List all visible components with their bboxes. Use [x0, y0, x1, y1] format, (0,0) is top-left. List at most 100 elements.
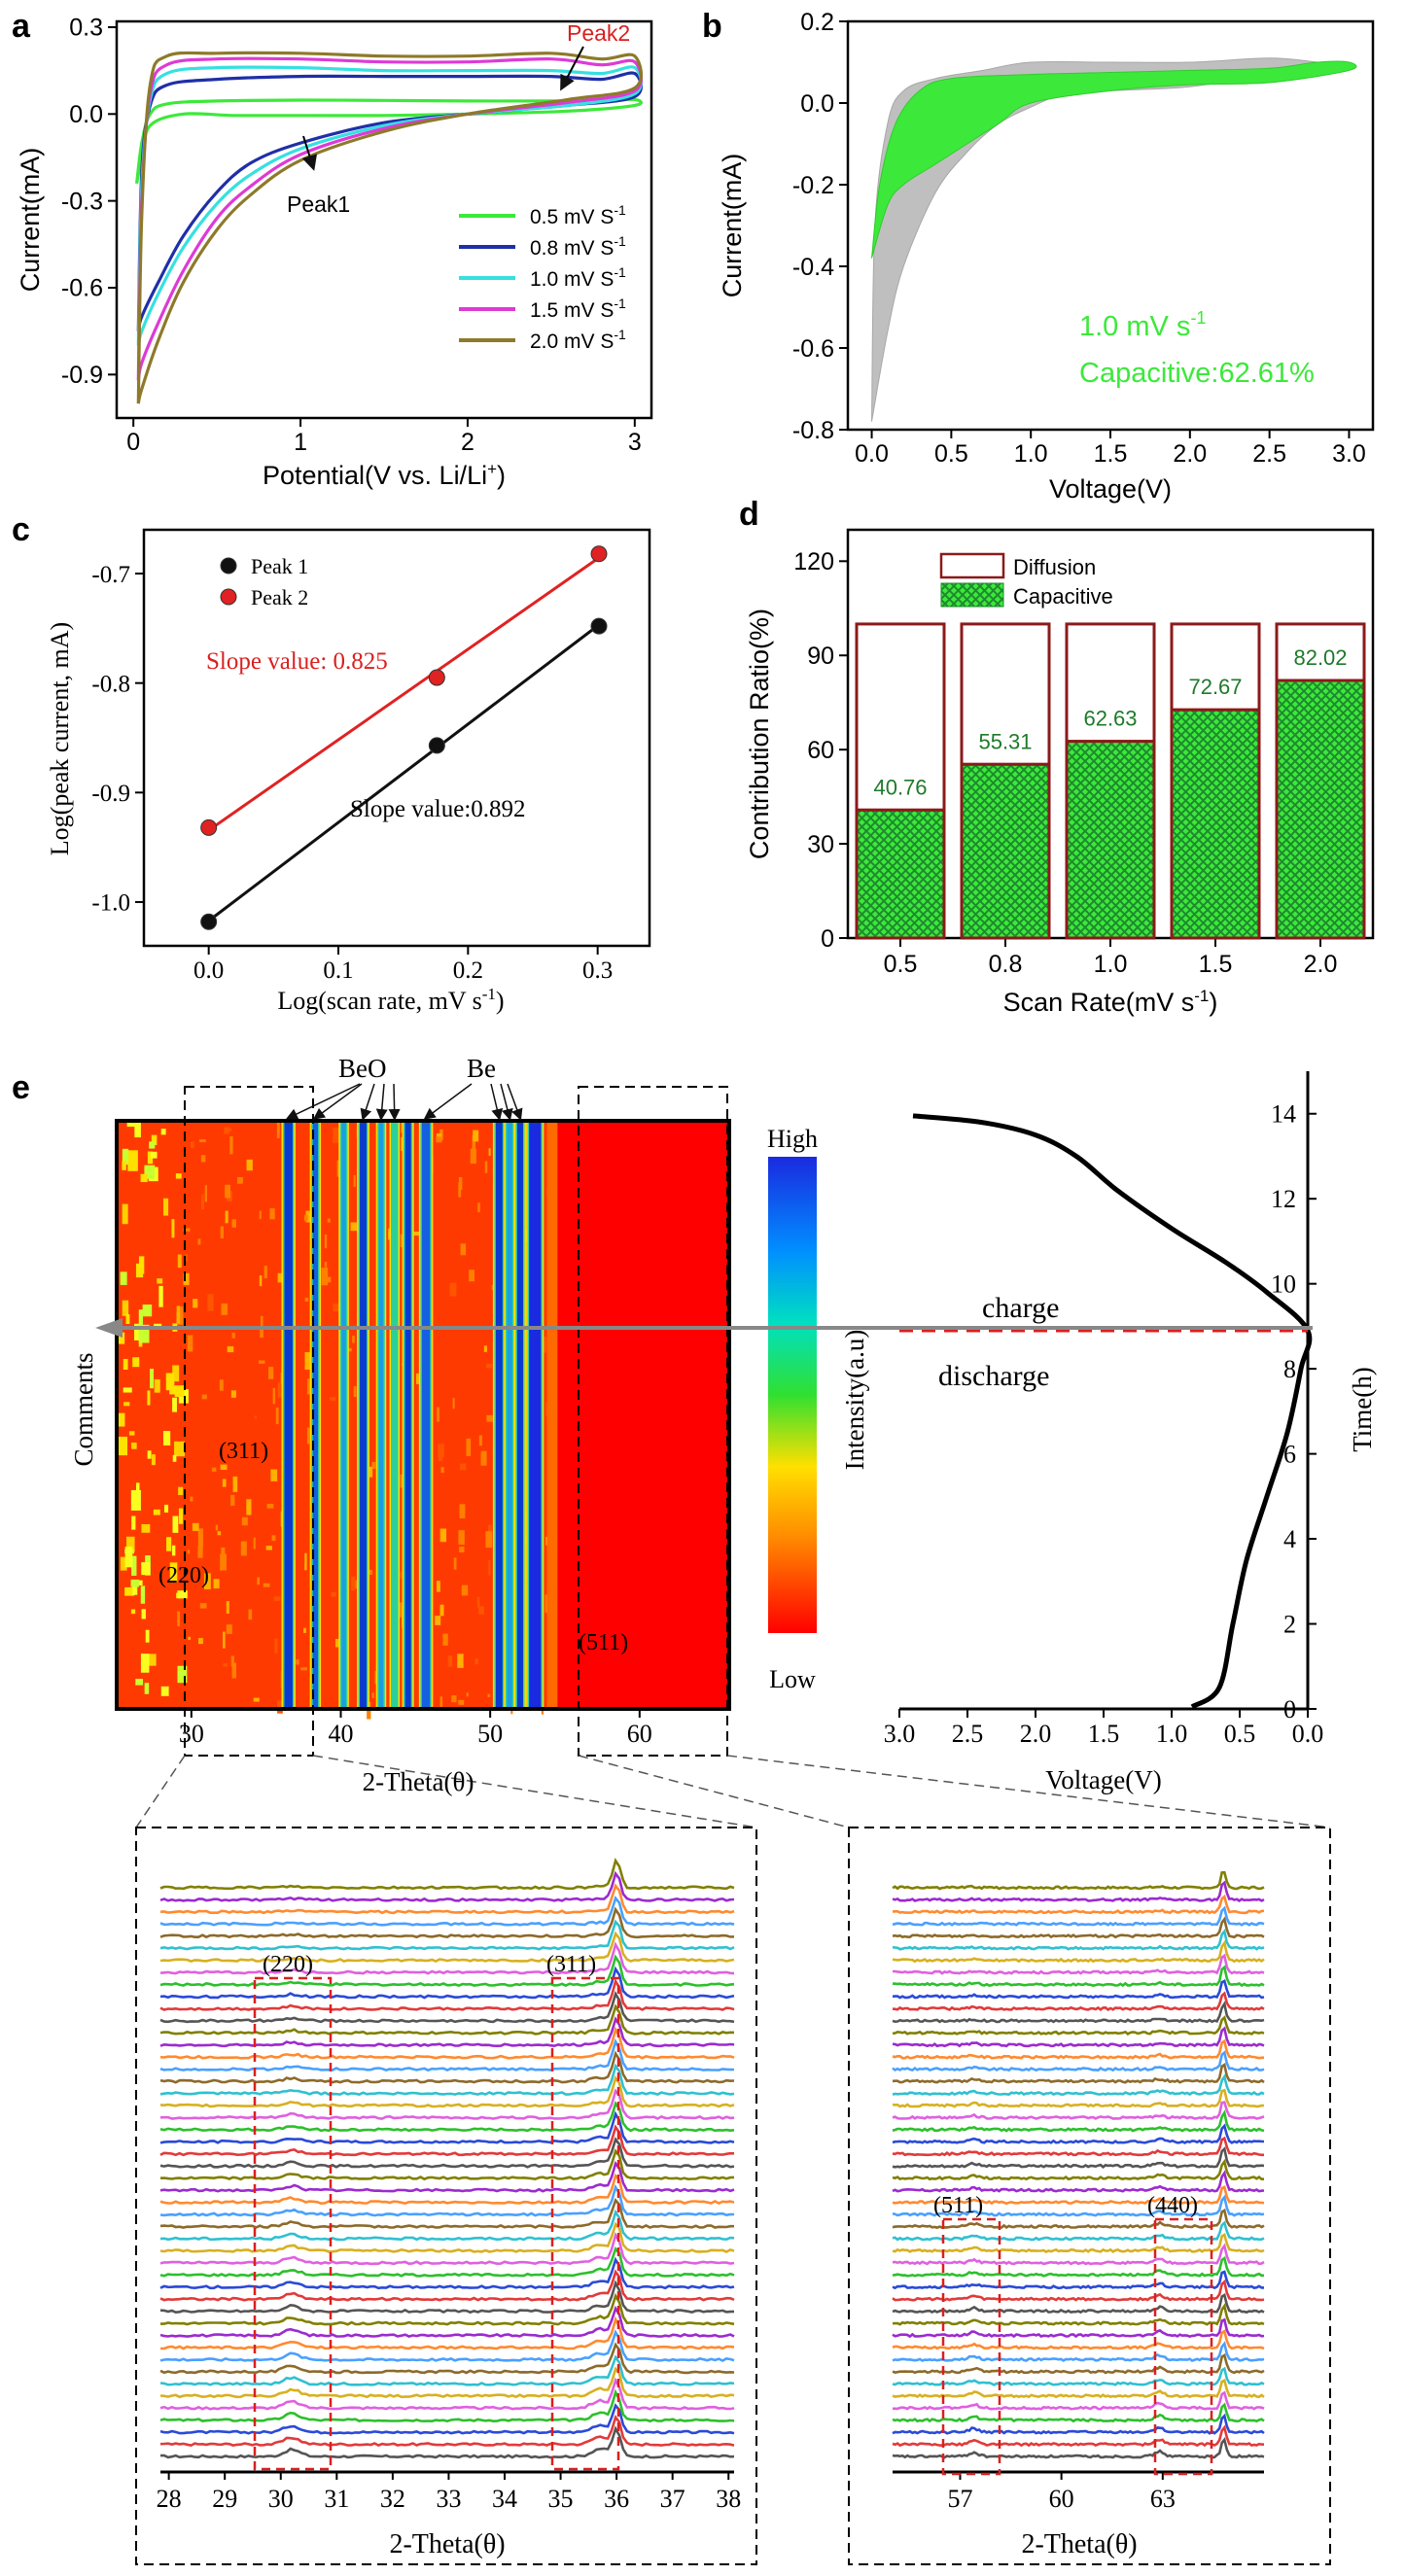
x-tick-label: 1.5: [1094, 440, 1128, 468]
x-tick-label: 2: [461, 429, 474, 456]
bar-value-bg-2: [1072, 702, 1148, 734]
heatmap-noise: [321, 1268, 329, 1286]
heatmap-noise: [324, 1234, 328, 1249]
heatmap-noise: [269, 1208, 275, 1220]
panel-c-log-chart: c 0.0 0.1 0.2 0.3-0.7-0.8-0.9-1.0 Peak 1Pea…: [12, 511, 651, 1015]
heatmap-noise: [204, 1185, 208, 1202]
x-tick-label: 0.0: [855, 440, 889, 468]
x-tick-label: 0.5: [884, 951, 918, 978]
heatmap-noise: [169, 1562, 178, 1583]
zoom2-label-440: (440): [1147, 2193, 1198, 2218]
x-tick-label: 31: [324, 2485, 349, 2513]
y-tick-label: -1.0: [91, 890, 130, 917]
zoom1-label-311: (311): [546, 1952, 596, 1977]
heatmap-noise: [274, 1638, 278, 1654]
xrd-pattern-14: [159, 2256, 735, 2290]
xrd-pattern-24: [159, 2137, 735, 2169]
x-tick-label: 35: [548, 2485, 574, 2513]
heatmap-noise: [124, 1546, 133, 1568]
heatmap-noise: [241, 1516, 248, 1526]
heatmap-noise: [125, 1314, 130, 1325]
x-tick-label: 50: [477, 1720, 503, 1748]
heatmap-noise: [131, 1555, 137, 1576]
heatmap-noise: [141, 1609, 146, 1619]
legend-capacitive-label: Capacitive: [1013, 584, 1113, 609]
heatmap-noise: [160, 1686, 169, 1696]
heatmap-peak-5: [392, 1121, 398, 1709]
x-tick-label: 40: [328, 1720, 353, 1748]
xrd-pattern-37: [159, 1977, 735, 2011]
heatmap-noise: [483, 1345, 487, 1352]
xrd-pattern-6: [892, 2366, 1265, 2386]
heatmap-noise: [118, 1412, 125, 1427]
heatmap-noise: [213, 1579, 220, 1589]
heatmap-noise: [300, 1667, 307, 1671]
panel-b-capacitive-text: Capacitive:62.61%: [1079, 358, 1315, 389]
y-tick-label: -0.7: [91, 562, 130, 588]
heatmap-noise: [120, 1556, 127, 1571]
x-tick-label: 57: [947, 2485, 972, 2513]
heatmap-noise: [485, 1531, 493, 1549]
heatmap-noise: [368, 1466, 373, 1478]
heatmap-noise: [333, 1304, 339, 1312]
heatmap-noise: [270, 1469, 278, 1481]
peak-pointer-lines: [286, 1083, 523, 1121]
xrd-pattern-42: [892, 1928, 1265, 1951]
heatmap-noise: [123, 1358, 128, 1370]
heatmap-noise: [151, 1454, 156, 1466]
xrd-pattern-31: [892, 2063, 1265, 2084]
y-tick-label: 2: [1283, 1611, 1296, 1639]
heatmap-noise: [227, 1345, 234, 1353]
heatmap-noise: [130, 1489, 141, 1511]
heatmap-noise: [122, 1161, 126, 1170]
zoom1-box-311: [550, 1976, 620, 2471]
heatmap-noise: [449, 1282, 457, 1297]
heatmap-noise: [457, 1654, 464, 1668]
data-point-0: [590, 617, 608, 635]
panel-label-b: b: [702, 8, 722, 45]
panel-c-series: [200, 545, 608, 930]
heatmap-noise: [160, 1129, 166, 1135]
x-tick-label: 28: [157, 2485, 182, 2513]
bar-capacitive-2: [1065, 740, 1156, 940]
heatmap-noise: [183, 1228, 191, 1232]
x-tick-label: 0.5: [1224, 1720, 1256, 1748]
heatmap-noise: [215, 1524, 219, 1531]
xrd-pattern-25: [892, 2136, 1264, 2157]
panel-a-ylabel: Current(mA): [16, 148, 45, 293]
heatmap-noise: [266, 1503, 274, 1509]
heatmap-peak-3: [360, 1121, 367, 1709]
heatmap-noise: [199, 1138, 206, 1143]
heatmap-peak-7: [421, 1121, 431, 1709]
xrd-pattern-41: [159, 1931, 735, 1964]
zoom1-axes: 28 29 30 31 32 33 34 35 36 37 38: [157, 2470, 741, 2513]
y-tick-label: -0.8: [792, 417, 834, 444]
panel-e-voltage-ylabel: Time(h): [1348, 1367, 1377, 1452]
heatmap-noise: [200, 1194, 204, 1210]
heatmap-noise: [220, 1226, 225, 1238]
heatmap-noise: [438, 1444, 444, 1457]
heatmap-noise: [145, 1629, 150, 1643]
peak1-arrow: [301, 135, 318, 171]
xrd-pattern-45: [159, 1883, 735, 1915]
panel-e-voltage-xlabel: Voltage(V): [1045, 1765, 1161, 1794]
heatmap-noise: [231, 1332, 235, 1339]
bar-capacitive-0: [855, 808, 946, 940]
xrd-pattern-42: [159, 1919, 735, 1951]
zoom-line: [726, 1755, 1331, 1828]
xrd-pattern-21: [159, 2173, 735, 2206]
be-pointer: [500, 1083, 513, 1121]
cv-curve-4: [136, 51, 643, 404]
heatmap-noise: [130, 1609, 136, 1615]
heatmap-noise: [198, 1638, 203, 1645]
xrd-pattern-45: [892, 1894, 1265, 1915]
heatmap-noise: [236, 1176, 243, 1184]
bar-capacitive-4: [1275, 679, 1366, 940]
xrd-pattern-13: [892, 2279, 1265, 2302]
heatmap-noise: [174, 1385, 185, 1398]
panel-d-xlabel: Scan Rate(mV s-1): [1003, 987, 1218, 1017]
heatmap-noise: [466, 1692, 469, 1697]
xrd-pattern-35: [892, 2015, 1265, 2036]
legend-capacitive-swatch: [940, 582, 1004, 608]
bar-value-bg-0: [862, 771, 938, 803]
